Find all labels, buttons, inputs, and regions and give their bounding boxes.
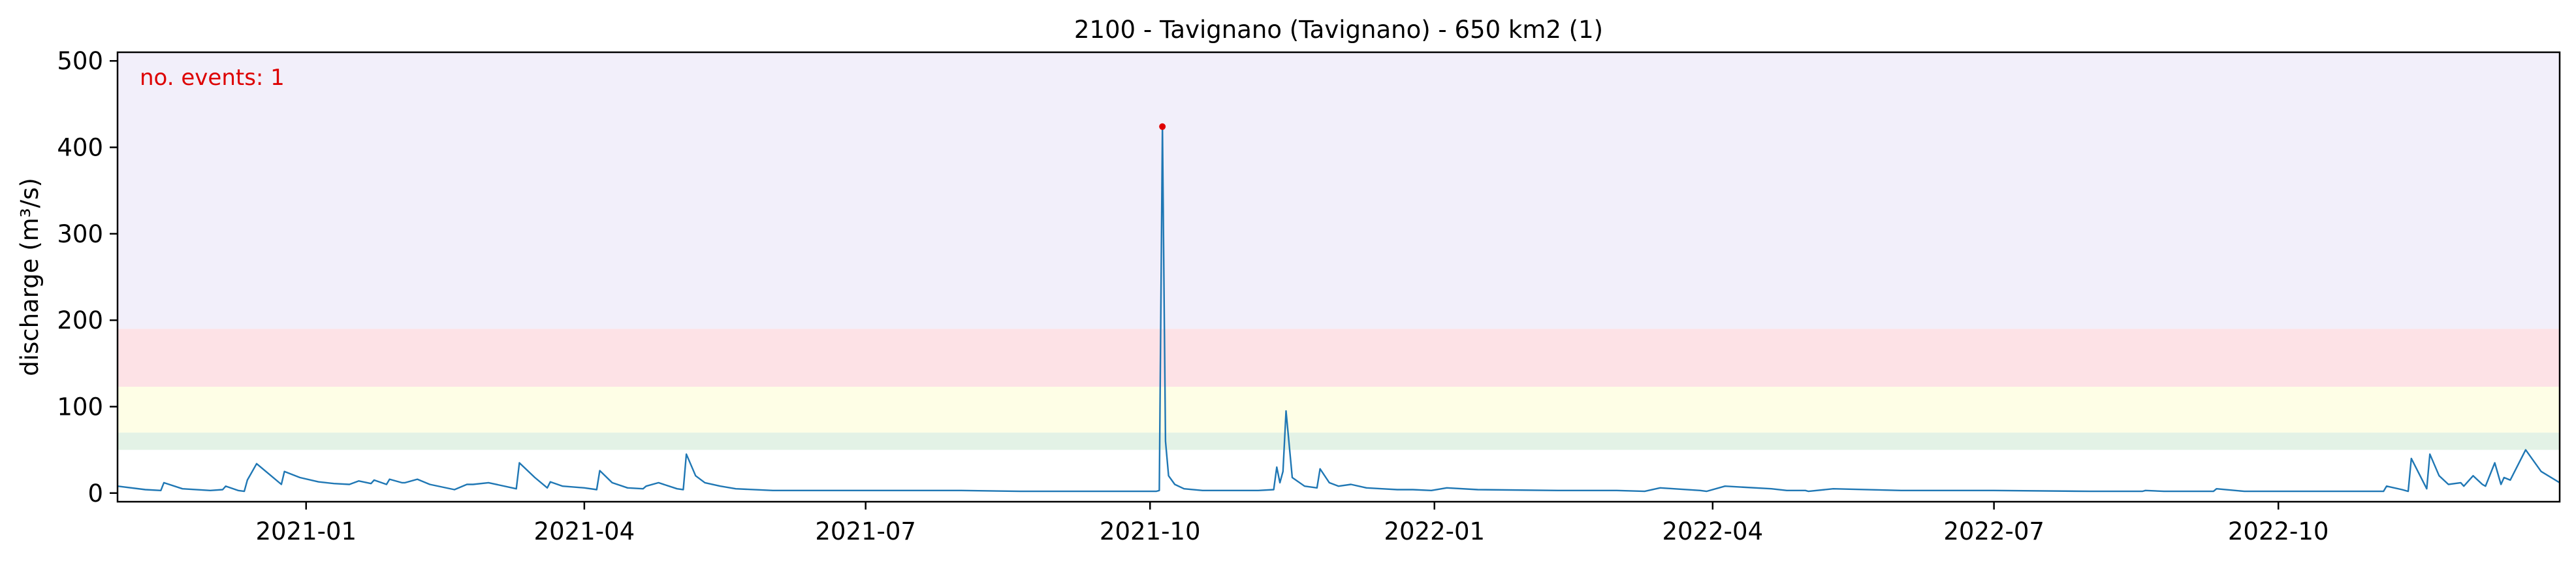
event-count-annotation: no. events: 1 <box>140 65 285 91</box>
y-axis: 0 100 200 300 400 500 <box>57 47 118 508</box>
discharge-series-line <box>117 125 2560 493</box>
x-tick-label: 2022-10 <box>2228 517 2329 545</box>
x-tick-label: 2021-07 <box>815 517 916 545</box>
y-tick-label: 300 <box>57 220 103 248</box>
series-group <box>117 125 2560 493</box>
y-axis-label: discharge (m³/s) <box>16 178 44 376</box>
x-axis: 2021-01 2021-04 2021-07 2021-10 2022-01 2022-… <box>255 502 2329 545</box>
threshold-bands <box>118 52 2560 450</box>
y-tick-label: 400 <box>57 134 103 162</box>
threshold-band-1 <box>118 432 2560 450</box>
x-tick-label: 2022-07 <box>1943 517 2044 545</box>
x-tick-label: 2022-01 <box>1384 517 1485 545</box>
plot-frame <box>116 51 2561 503</box>
y-tick-label: 100 <box>57 393 103 421</box>
threshold-band-3 <box>118 329 2560 387</box>
x-tick-label: 2022-04 <box>1662 517 1764 545</box>
y-tick-label: 500 <box>57 47 103 75</box>
y-tick-label: 200 <box>57 306 103 334</box>
threshold-band-4 <box>118 52 2560 329</box>
x-tick-label: 2021-01 <box>255 517 357 545</box>
x-tick-label: 2021-04 <box>534 517 635 545</box>
x-tick-label: 2021-10 <box>1100 517 1201 545</box>
threshold-band-2 <box>118 387 2560 433</box>
event-peak-marker <box>1159 123 1166 130</box>
y-tick-label: 0 <box>87 480 103 508</box>
chart-title: 2100 - Tavignano (Tavignano) - 650 km2 (… <box>1074 16 1603 44</box>
events-group <box>1159 123 1166 130</box>
